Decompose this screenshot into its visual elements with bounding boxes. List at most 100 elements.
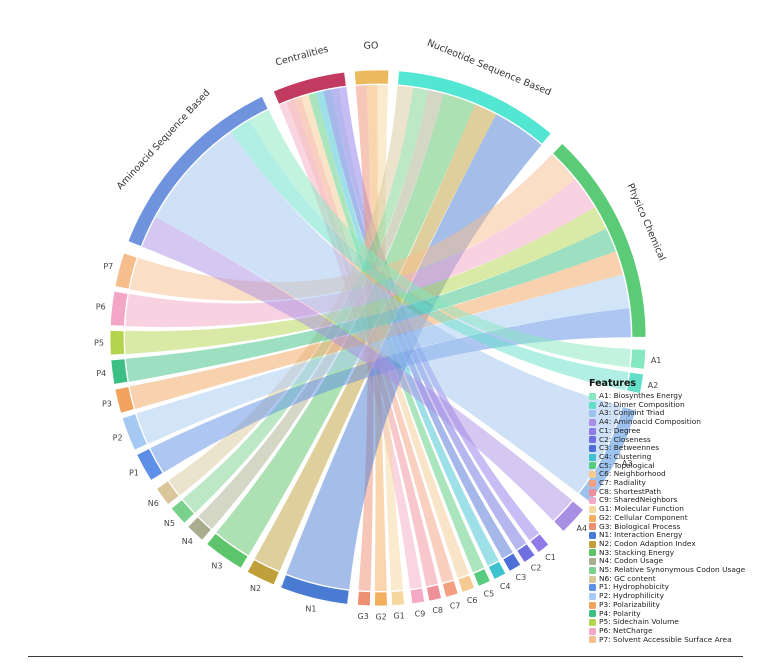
feature-segment-G2 (374, 591, 388, 607)
legend-item-A4: A4: Aminoacid Composition (589, 417, 765, 427)
feature-label-C3: C3 (516, 573, 527, 582)
feature-label-G3: G3 (358, 612, 369, 621)
ribbon-NSB-N1 (286, 114, 542, 590)
feature-segment-A2 (626, 371, 645, 394)
feature-label-N2: N2 (250, 584, 261, 593)
legend-item-C3: C3: Betweennes (589, 444, 765, 453)
legend-swatch-G3 (589, 523, 596, 531)
legend-item-N6: N6: GC content (589, 574, 765, 584)
feature-label-P2: P2 (113, 434, 123, 443)
feature-label-A1: A1 (651, 356, 662, 365)
ribbon-ASB-A4 (142, 217, 573, 521)
legend-item-A2: A2: Dimer Composition (589, 400, 765, 410)
ribbon-PC-P2 (136, 274, 630, 444)
features-legend: Features A1: Biosynthes Energy A2: Dimer … (589, 378, 765, 644)
legend-item-label: P2: Hydrophilicity (599, 591, 664, 601)
legend-swatch-C5 (589, 462, 596, 470)
feature-label-P7: P7 (103, 262, 113, 271)
legend-item-N5: N5: Relative Synonymous Codon Usage (589, 565, 765, 575)
feature-segment-P6 (109, 290, 129, 327)
ribbon-CEN-C6 (300, 94, 470, 579)
legend-title: Features (589, 378, 637, 389)
legend-swatch-C9 (589, 497, 596, 505)
legend-swatch-N4 (589, 558, 596, 566)
feature-label-G2: G2 (375, 613, 386, 622)
legend-item-label: P3: Polarizability (599, 599, 660, 609)
feature-segment-N3 (206, 532, 249, 569)
legend-swatch-A4 (589, 418, 596, 426)
legend-swatch-C4 (589, 453, 596, 461)
feature-segment-N2 (246, 559, 280, 586)
legend-item-label: P5: Sidechain Volume (599, 617, 679, 627)
legend-item-label: N4: Codon Usage (599, 556, 664, 566)
feature-label-N5: N5 (164, 519, 175, 528)
legend-item-N1: N1: Interaction Energy (589, 531, 765, 540)
legend-item-label: C8: ShortestPath (599, 486, 662, 496)
group-arc-PC (552, 142, 647, 338)
legend-item-label: C3: Betweennes (599, 443, 660, 453)
feature-label-G1: G1 (393, 612, 404, 621)
legend-item-label: P6: NetCharge (599, 625, 653, 635)
legend-swatch-A3 (589, 410, 596, 418)
legend-swatch-N1 (589, 532, 596, 540)
feature-segment-N4 (187, 516, 212, 541)
feature-segment-A3 (578, 406, 637, 503)
feature-segment-C1 (529, 533, 550, 554)
legend-item-C6: C6: Neighborhood (589, 470, 765, 479)
legend-swatch-C3 (589, 445, 596, 453)
ribbon-CEN-C8 (286, 99, 439, 587)
legend-swatch-P3 (589, 601, 596, 609)
feature-segment-A1 (629, 348, 647, 370)
legend-item-G2: G2: Cellular Component (589, 513, 765, 523)
feature-label-P4: P4 (96, 369, 106, 378)
legend-swatch-N2 (589, 540, 596, 548)
group-arc-ASB (127, 95, 269, 247)
legend-item-label: P7: Solvent Accessible Surface Area (599, 634, 732, 644)
legend-item-label: C2: Closeness (599, 434, 651, 444)
legend-item-C1: C1: Degree (589, 425, 765, 436)
feature-label-N6: N6 (148, 499, 159, 508)
group-arc-NSB (397, 70, 552, 145)
legend-swatch-N5 (589, 566, 596, 574)
legend-item-P6: P6: NetCharge (589, 625, 765, 636)
ribbon-NSB-N3 (216, 93, 476, 556)
feature-label-C6: C6 (467, 596, 478, 605)
feature-segment-C8 (425, 584, 443, 602)
legend-item-A1: A1: Biosynthes Energy (589, 391, 765, 401)
feature-segment-C5 (472, 568, 491, 587)
legend-item-N2: N2: Codon Adaption Index (589, 539, 765, 549)
feature-segment-N5 (170, 499, 195, 524)
legend-item-label: C4: Clustering (599, 451, 652, 461)
legend-item-label: C5: Topological (599, 460, 655, 470)
feature-label-P6: P6 (96, 303, 106, 312)
feature-label-C2: C2 (531, 563, 542, 572)
group-label-CEN: Centralities (274, 44, 329, 69)
legend-swatch-P6 (589, 627, 596, 635)
legend-item-N3: N3: Stacking Energy (589, 547, 765, 558)
feature-label-P3: P3 (102, 399, 112, 408)
legend-item-label: N3: Stacking Energy (599, 547, 675, 557)
feature-segment-C6 (457, 574, 476, 593)
legend-swatch-A1 (589, 392, 596, 400)
legend-swatch-C2 (589, 436, 596, 444)
group-arc-GO (353, 69, 390, 86)
feature-segment-P1 (136, 447, 164, 482)
legend-item-P2: P2: Hydrophilicity (589, 591, 765, 601)
legend-swatch-C6 (589, 471, 596, 479)
legend-item-label: C1: Degree (599, 425, 641, 435)
feature-label-A3: A3 (622, 459, 633, 468)
feature-segment-P3 (114, 386, 135, 414)
ribbon-PC-P7 (129, 154, 576, 301)
legend-item-label: C9: SharedNeighbors (599, 495, 678, 505)
legend-item-label: A1: Biosynthes Energy (599, 391, 683, 400)
legend-swatch-P4 (589, 610, 596, 618)
ribbon-PC-P4 (125, 228, 616, 382)
legend-item-label: P4: Polarity (599, 608, 641, 618)
feature-label-C8: C8 (432, 606, 443, 615)
ribbon-CEN-C4 (315, 90, 499, 566)
legend-swatch-N6 (589, 575, 596, 583)
ribbon-PC-P1 (150, 308, 631, 473)
feature-segment-G1 (390, 590, 406, 607)
legend-item-C2: C2: Closeness (589, 434, 765, 445)
